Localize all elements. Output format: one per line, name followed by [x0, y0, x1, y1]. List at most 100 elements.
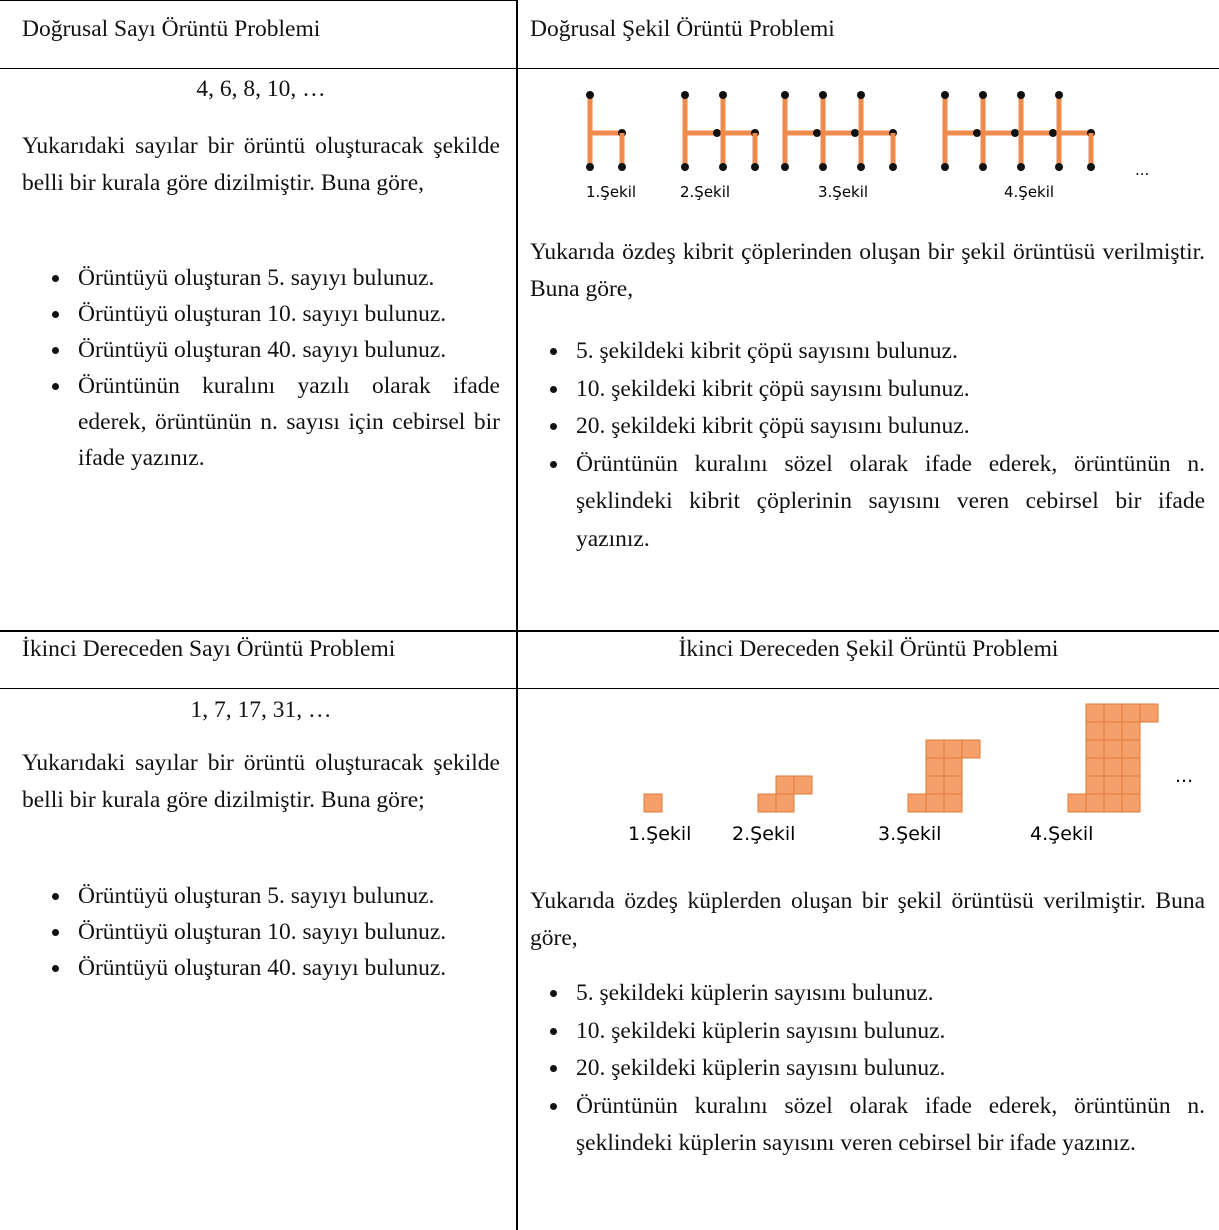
list-item: Örüntünün kuralını yazılı olarak ifade e…	[72, 368, 500, 476]
cube	[1085, 757, 1105, 777]
figure-ellipsis: ...	[1175, 765, 1193, 787]
cube	[1121, 793, 1141, 813]
cell-header: Doğrusal Sayı Örüntü Problemi	[22, 16, 321, 42]
match-head	[781, 163, 789, 171]
match-head	[719, 163, 727, 171]
match-head	[979, 163, 987, 171]
cube	[1085, 793, 1105, 813]
cube	[1085, 721, 1105, 741]
cube	[793, 775, 813, 795]
cube	[775, 775, 795, 795]
list-item: 5. şekildeki kibrit çöpü sayısını bulunu…	[570, 333, 1205, 371]
sequence: 4, 6, 8, 10, …	[196, 76, 326, 102]
cell-header: Doğrusal Şekil Örüntü Problemi	[530, 16, 835, 42]
item-list: 5. şekildeki küplerin sayısını bulunuz.1…	[520, 975, 1205, 1163]
cube	[1121, 757, 1141, 777]
intro: Yukarıda özdeş kibrit çöplerinden oluşan…	[530, 239, 1205, 302]
match-head	[857, 163, 865, 171]
list-item: Örüntüyü oluşturan 10. sayıyı bulunuz.	[72, 296, 500, 332]
cube	[1121, 721, 1141, 741]
match-head	[979, 91, 987, 99]
cube	[1103, 721, 1123, 741]
rule	[0, 688, 1219, 689]
list-item: Örüntüyü oluşturan 10. sayıyı bulunuz.	[72, 914, 500, 950]
cube	[925, 793, 945, 813]
figure-label: 3.Şekil	[878, 823, 941, 845]
item-list: Örüntüyü oluşturan 5. sayıyı bulunuz.Örü…	[22, 878, 500, 986]
cube	[775, 793, 795, 813]
cube	[1067, 793, 1087, 813]
match-head	[713, 129, 721, 137]
list-item: Örüntüyü oluşturan 5. sayıyı bulunuz.	[72, 878, 500, 914]
cube	[925, 775, 945, 795]
match-head	[1017, 163, 1025, 171]
item-list: 5. şekildeki kibrit çöpü sayısını bulunu…	[520, 333, 1205, 558]
cube	[1121, 775, 1141, 795]
cube	[1103, 703, 1123, 723]
cube-figure: 1.Şekil 2.Şekil 3.Şekil 4.Şekil...	[628, 703, 1193, 845]
figure-label: 2.Şekil	[680, 183, 730, 201]
match-head	[681, 91, 689, 99]
match-head	[851, 129, 859, 137]
list-item: Örüntüyü oluşturan 40. sayıyı bulunuz.	[72, 950, 500, 986]
match-head	[857, 91, 865, 99]
match-head	[751, 163, 759, 171]
cube	[943, 757, 963, 777]
figure-label: 4.Şekil	[1004, 183, 1054, 201]
match-head	[1087, 163, 1095, 171]
figure-label: 2.Şekil	[732, 823, 795, 845]
cube	[757, 793, 777, 813]
match-head	[781, 91, 789, 99]
match-head	[1049, 129, 1057, 137]
match-head	[1011, 129, 1019, 137]
cube	[943, 793, 963, 813]
list-item: 20. şekildeki küplerin sayısını bulunuz.	[570, 1050, 1205, 1088]
match-head	[586, 163, 594, 171]
rule	[0, 630, 1219, 632]
cube	[907, 793, 927, 813]
match-head	[819, 91, 827, 99]
match-head	[819, 163, 827, 171]
figure-label: 3.Şekil	[818, 183, 868, 201]
list-item: 10. şekildeki kibrit çöpü sayısını bulun…	[570, 371, 1205, 409]
cube	[943, 739, 963, 759]
cube	[1085, 739, 1105, 759]
cube	[1139, 703, 1159, 723]
column-divider	[516, 0, 518, 1230]
cube	[943, 775, 963, 795]
list-item: 5. şekildeki küplerin sayısını bulunuz.	[570, 975, 1205, 1013]
cube	[961, 739, 981, 759]
match-head	[941, 91, 949, 99]
figure-label: 1.Şekil	[586, 183, 636, 201]
sequence: 1, 7, 17, 31, …	[190, 697, 332, 723]
intro: Yukarıdaki sayılar bir örüntü oluşturaca…	[22, 133, 500, 196]
figure-label: 4.Şekil	[1030, 823, 1093, 845]
cube	[1103, 775, 1123, 795]
cube	[925, 757, 945, 777]
cube	[1121, 739, 1141, 759]
list-item: 20. şekildeki kibrit çöpü sayısını bulun…	[570, 408, 1205, 446]
match-head	[1055, 91, 1063, 99]
cube	[1103, 739, 1123, 759]
match-head	[889, 163, 897, 171]
match-head	[586, 91, 594, 99]
intro: Yukarıdaki sayılar bir örüntü oluşturaca…	[22, 750, 500, 813]
rule	[0, 0, 516, 1]
cell-header: İkinci Dereceden Şekil Örüntü Problemi	[678, 636, 1059, 662]
match-head	[618, 163, 626, 171]
list-item: Örüntünün kuralını sözel olarak ifade ed…	[570, 1088, 1205, 1163]
item-list: Örüntüyü oluşturan 5. sayıyı bulunuz.Örü…	[22, 260, 500, 476]
match-head	[1055, 163, 1063, 171]
list-item: 10. şekildeki küplerin sayısını bulunuz.	[570, 1013, 1205, 1051]
matchstick-figure: 1.Şekil 2.Şekil 3.Şekil 4.Şekil...	[586, 91, 1149, 201]
list-item: Örüntüyü oluşturan 5. sayıyı bulunuz.	[72, 260, 500, 296]
match-head	[719, 91, 727, 99]
cube	[1085, 703, 1105, 723]
match-head	[973, 129, 981, 137]
match-head	[681, 163, 689, 171]
cube	[1121, 703, 1141, 723]
cube	[643, 793, 663, 813]
cube	[1103, 757, 1123, 777]
list-item: Örüntünün kuralını sözel olarak ifade ed…	[570, 446, 1205, 559]
